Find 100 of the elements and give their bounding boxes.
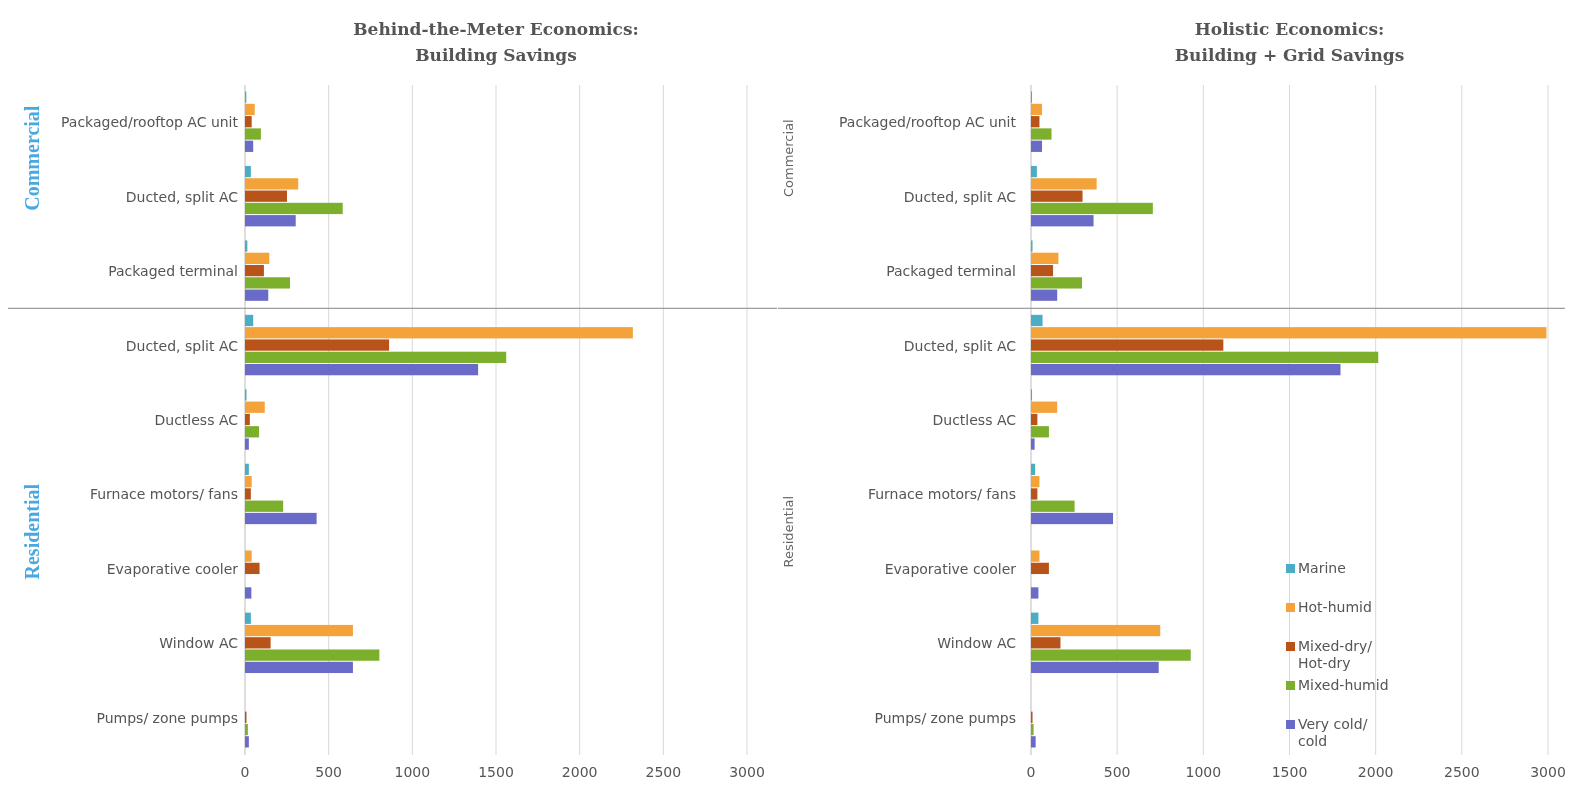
bar <box>245 476 252 488</box>
bar <box>1031 723 1034 736</box>
bar <box>1031 178 1097 190</box>
bar <box>245 488 251 500</box>
bar <box>1031 277 1083 289</box>
bar <box>1031 215 1094 227</box>
x-tick-label: 2000 <box>1357 764 1394 780</box>
bar <box>1031 661 1159 674</box>
x-tick-label: 1500 <box>478 764 514 780</box>
bar <box>1031 463 1036 476</box>
bar <box>245 463 249 476</box>
bar <box>245 128 261 140</box>
legend-label: Mixed-dry/ Hot-dry <box>1298 638 1373 671</box>
y-tick-label: Window AC <box>159 635 239 652</box>
bar <box>1031 190 1083 202</box>
bar <box>245 252 270 264</box>
y-tick-label: Furnace motors/ fans <box>867 486 1016 503</box>
bar <box>1031 128 1052 140</box>
bar <box>1031 736 1036 748</box>
bar <box>245 165 251 178</box>
y-tick-label: Packaged/rooftop AC unit <box>839 114 1017 131</box>
bar <box>1031 624 1161 637</box>
bar <box>1031 401 1058 413</box>
bar <box>1031 140 1043 152</box>
chart-title: Behind-the-Meter Economics: Building Savings <box>353 19 639 65</box>
bar <box>1031 488 1038 500</box>
y-tick-label: Ductless AC <box>932 412 1017 428</box>
bar <box>245 661 353 674</box>
y-tick-label: Ducted, split AC <box>903 188 1017 205</box>
x-tick-label: 2500 <box>645 764 682 780</box>
bar <box>1031 413 1038 426</box>
bar <box>1031 252 1059 264</box>
x-tick-label: 0 <box>1026 764 1036 780</box>
bar <box>1031 438 1035 450</box>
bar <box>245 351 507 363</box>
x-tick-label: 500 <box>1103 764 1131 780</box>
bar <box>1031 500 1075 512</box>
y-tick-label: Ducted, split AC <box>125 337 239 354</box>
bar <box>1031 587 1039 599</box>
text: Commercial <box>21 105 43 211</box>
bar <box>245 116 252 128</box>
bar <box>1031 550 1040 562</box>
bar <box>1031 314 1043 327</box>
bar <box>1031 103 1043 116</box>
y-tick-label: Pumps/ zone pumps <box>96 709 238 726</box>
bar <box>1031 165 1037 178</box>
y-tick-label: Packaged terminal <box>108 263 238 280</box>
x-tick-label: 0 <box>240 764 250 780</box>
legend-label: Mixed-humid <box>1298 677 1389 693</box>
bar <box>245 215 296 227</box>
bar <box>245 327 633 339</box>
y-tick-label: Ductless AC <box>154 412 239 428</box>
bar <box>1031 339 1224 351</box>
x-tick-label: 2500 <box>1444 764 1480 780</box>
bar <box>245 178 299 190</box>
bar <box>245 612 251 624</box>
bar <box>245 550 252 562</box>
bar <box>245 240 248 252</box>
y-tick-label: Furnace motors/ fans <box>89 486 238 503</box>
y-tick-label: Window AC <box>937 635 1017 652</box>
bar <box>245 438 249 450</box>
y-tick-label: Ducted, split AC <box>903 337 1017 354</box>
bar <box>1031 327 1547 339</box>
bar <box>1031 426 1049 438</box>
x-tick-label: 1500 <box>1271 764 1308 780</box>
bar <box>1031 116 1040 128</box>
bar <box>1031 202 1153 215</box>
bar <box>245 736 249 748</box>
y-tick-label: Ducted, split AC <box>125 188 239 205</box>
bar <box>245 649 380 661</box>
bar <box>245 314 254 327</box>
bar <box>245 339 390 351</box>
text: Residential <box>780 495 796 568</box>
bar <box>245 413 250 426</box>
bar <box>1031 264 1054 277</box>
chart-title: Holistic Economics: Building + Grid Savings <box>1174 19 1405 65</box>
bar <box>245 723 248 736</box>
bar <box>245 140 254 152</box>
bar <box>245 277 291 289</box>
y-tick-label: Packaged terminal <box>886 263 1016 280</box>
bar <box>245 289 269 301</box>
bar <box>1031 612 1039 624</box>
x-tick-label: 1000 <box>394 764 431 780</box>
x-tick-label: 1000 <box>1185 764 1222 780</box>
bar <box>1031 637 1061 649</box>
bar <box>245 103 255 116</box>
bar <box>245 562 260 575</box>
bar <box>245 401 265 413</box>
bar <box>245 624 353 637</box>
bar <box>245 190 287 202</box>
bar <box>245 500 284 512</box>
bar <box>1031 363 1341 376</box>
text: Commercial <box>780 119 796 198</box>
bar <box>245 587 252 599</box>
x-tick-label: 2000 <box>561 764 598 780</box>
bar <box>1031 649 1191 661</box>
legend-label: Very cold/ cold <box>1298 716 1368 749</box>
bar <box>245 512 317 525</box>
x-tick-label: 3000 <box>729 764 765 780</box>
bar <box>1031 562 1049 575</box>
